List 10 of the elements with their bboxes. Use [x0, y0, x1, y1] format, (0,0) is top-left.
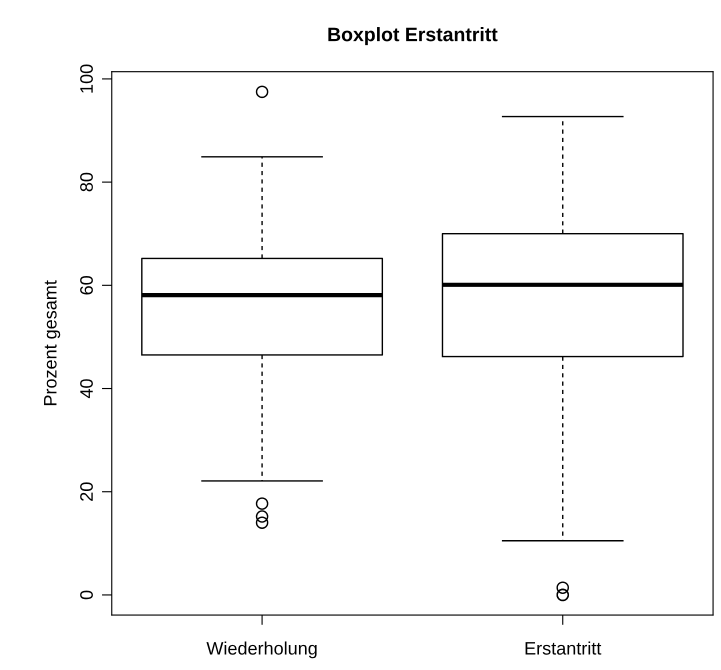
x-tick-label: Wiederholung [206, 641, 317, 658]
y-tick-label: 100 [80, 64, 93, 93]
y-tick-label: 60 [80, 276, 93, 294]
y-tick-label: 40 [80, 379, 93, 398]
y-tick-label: 0 [80, 590, 93, 600]
y-axis-title: Prozent gesamt [44, 280, 60, 406]
chart-title: Boxplot Erstantritt [328, 27, 498, 46]
y-tick-label: 20 [80, 482, 93, 501]
x-tick-label: Erstantritt [526, 641, 602, 655]
y-tick-label: 80 [80, 172, 93, 192]
